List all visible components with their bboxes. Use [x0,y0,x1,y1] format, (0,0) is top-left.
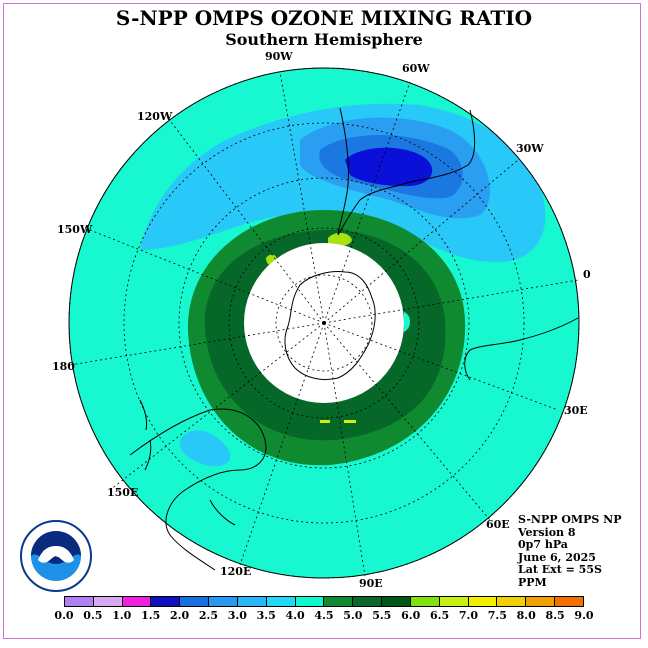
lon-label-90e: 90E [359,577,383,590]
lon-label-150e: 150E [107,486,139,499]
info-date: June 6, 2025 [518,550,596,564]
new-zealand-coastline [139,399,152,471]
colorbar-tick-label: 4.0 [285,609,305,622]
antarctica-coastline [284,271,376,381]
noaa-logo: NOAA [20,520,92,592]
info-version: Version 8 [518,525,576,539]
colorbar-tick-label: 2.0 [169,609,190,622]
colorbar-tick-label: 0.0 [54,609,74,622]
ozone-field-5p5-d [344,420,356,423]
colorbar-tick-label: 5.5 [372,609,392,622]
colorbar-swatch [266,597,296,606]
colorbar-tick-label: 1.5 [141,609,161,622]
australia-coastline [129,408,267,571]
colorbar-tick-label: 0.5 [83,609,103,622]
colorbar-swatch [151,597,181,606]
map-boundary [68,67,580,579]
colorbar-swatch [209,597,238,606]
lon-label-0: 0 [583,268,591,281]
colorbar-tick-label: 5.0 [343,609,363,622]
info-block: S-NPP OMPS NP Version 8 0p7 hPa June 6, … [518,513,622,589]
colorbar-tick-label: 1.0 [112,609,132,622]
colorbar-swatch [353,597,383,606]
south-america-coastline [337,107,476,236]
colorbar-tick-label: 6.0 [401,609,421,622]
colorbar-swatch [526,597,556,606]
colorbar-swatch [180,597,210,606]
colorbar-tick-label: 8.5 [545,609,565,622]
colorbar-swatch [93,597,123,606]
colorbar-tick-label: 2.5 [198,609,219,622]
lon-label-60w: 60W [402,62,430,75]
colorbar-swatch [468,597,498,606]
colorbar-swatch [497,597,527,606]
colorbar-tick-label: 8.0 [516,609,536,622]
map-subtitle: Southern Hemisphere [225,30,423,49]
meridian-lines [69,71,579,577]
info-lat-extent: Lat Ext = 55S [518,563,602,576]
south-pole-marker [322,321,326,325]
lon-label-90w: 90W [265,50,293,63]
colorbar-swatch [122,597,152,606]
colorbar-swatch [324,597,354,606]
ozone-field-2p0 [345,147,433,187]
colorbar-tick-label: 9.0 [574,609,594,622]
colorbar-swatch [295,597,325,606]
ozone-field-5p5-c [320,420,330,423]
ozone-field-3p5-b [179,430,231,467]
colorbar-tick-label: 3.0 [227,609,247,622]
colorbar [64,596,584,607]
info-instrument: S-NPP OMPS NP [518,513,622,526]
colorbar-swatch [555,597,583,606]
map-title: S-NPP OMPS OZONE MIXING RATIO [115,6,533,30]
colorbar-swatch [65,597,94,606]
noaa-logo-text: NOAA [43,549,70,559]
info-units: PPM [518,575,547,589]
colorbar-swatch [439,597,469,606]
info-pressure-level: 0p7 hPa [518,538,568,551]
lon-label-30e: 30E [564,404,588,417]
figure-frame [3,3,641,639]
lon-label-120w: 120W [137,110,173,123]
lon-label-60e: 60E [486,518,510,531]
colorbar-tick-label: 4.5 [314,609,334,622]
colorbar-tick-label: 6.5 [429,609,450,622]
africa-coastline [464,317,579,381]
lon-label-120e: 120E [220,565,252,578]
colorbar-swatch [382,597,411,606]
lon-label-30w: 30W [516,142,544,155]
colorbar-tick-labels: 0.0 0.5 1.0 1.5 2.0 2.5 3.0 3.5 4.0 4.5 5.0 5.5 6.0 6… [54,609,593,623]
colorbar-tick-label: 7.0 [458,609,479,622]
lon-label-150w: 150W [57,223,93,236]
ozone-field-cap-edge [404,312,410,332]
colorbar-swatch [410,597,440,606]
colorbar-tick-label: 3.5 [256,609,276,622]
lon-label-180: 180 [52,360,75,373]
colorbar-tick-label: 7.5 [487,609,507,622]
ozone-field-5p5-a [328,232,352,247]
colorbar-swatch [237,597,267,606]
